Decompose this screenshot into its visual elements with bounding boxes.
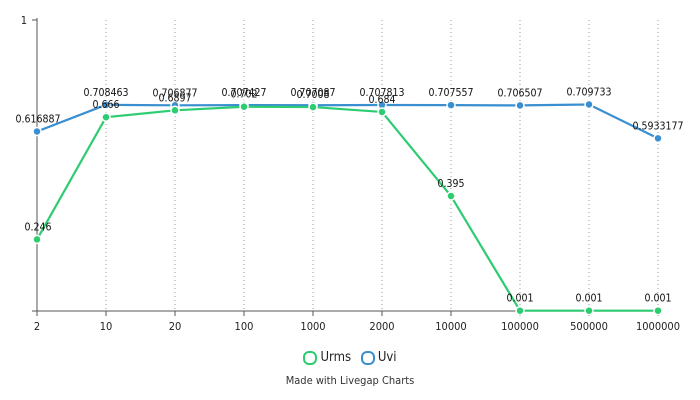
data-point-urms (584, 305, 594, 316)
data-point-uvi (101, 100, 111, 110)
x-tick-label: 10000 (435, 320, 466, 333)
axes: 1 2 10 20 100 1000 2000 10000 100000 500000 100000… (21, 14, 680, 333)
data-label-urms: 0.7008 (296, 89, 329, 101)
data-point-uvi (515, 100, 525, 111)
x-tick-label: 2 (34, 320, 40, 333)
data-label-uvi: 0.708463 (83, 87, 128, 99)
data-point-urms (653, 305, 663, 316)
series-line-urms (36, 105, 658, 312)
legend-swatch-urms (303, 350, 318, 365)
data-points (32, 99, 663, 316)
data-point-urms (446, 191, 456, 201)
data-label-uvi: 0.616887 (15, 113, 60, 125)
legend-item-urms[interactable]: Urms (303, 350, 351, 365)
legend-label-urms: Urms (320, 350, 352, 365)
data-label-uvi: 0.707813 (359, 87, 404, 99)
data-point-uvi (32, 126, 42, 137)
line-chart: 1 2 10 20 100 1000 2000 10000 100000 500000 100000… (15, 14, 683, 333)
x-tick-label: 1000000 (636, 320, 680, 333)
data-label-urms: 0.666 (92, 99, 119, 111)
data-label-urms: 0.001 (644, 293, 671, 305)
x-tick-label: 20 (169, 320, 182, 333)
data-point-urms (308, 102, 318, 112)
legend-item-uvi[interactable]: Uvi (360, 350, 397, 365)
data-point-uvi (584, 99, 594, 110)
data-point-uvi (446, 100, 456, 110)
x-tick-label: 100 (235, 320, 254, 333)
data-point-urms (170, 105, 180, 116)
series-lines (36, 103, 659, 312)
legend-swatch-uvi (360, 350, 375, 365)
y-tick-label: 1 (21, 14, 27, 27)
data-label-urms: 0.246 (24, 221, 51, 233)
legend-label-uvi: Uvi (377, 350, 397, 365)
data-label-urms: 0.395 (437, 178, 464, 190)
x-tick-label: 10 (100, 320, 113, 333)
data-label-urms: 0.001 (575, 293, 602, 305)
data-label-uvi: 0.706507 (497, 87, 542, 99)
data-label-uvi: 0.5933177 (632, 120, 683, 132)
x-tick-label: 1000 (300, 320, 325, 333)
data-point-uvi (653, 133, 663, 144)
data-point-urms (377, 107, 387, 117)
data-label-uvi: 0.709733 (566, 86, 611, 98)
data-label-uvi: 0.707087 (290, 87, 335, 99)
data-label-urms: 0.001 (506, 293, 533, 305)
data-point-urms (101, 112, 111, 122)
data-label-uvi: 0.707427 (221, 87, 266, 99)
data-labels: 0.246 0.666 0.6897 0.702 0.7008 0.684 0.395 0.0… (15, 86, 683, 304)
data-label-urms: 0.684 (368, 94, 395, 106)
legend: Urms Uvi (0, 350, 700, 369)
grid-lines (105, 20, 659, 311)
data-label-uvi: 0.706877 (152, 87, 197, 99)
footer-credit: Made with Livegap Charts (285, 374, 415, 387)
series-line-uvi (36, 103, 659, 140)
x-tick-label: 100000 (501, 320, 539, 333)
data-label-uvi: 0.707557 (428, 87, 473, 99)
data-label-urms: 0.6897 (158, 92, 191, 104)
data-point-urms (239, 101, 249, 112)
x-tick-label: 2000 (369, 320, 394, 333)
data-point-urms (515, 305, 525, 316)
x-tick-label: 500000 (570, 320, 608, 333)
data-label-urms: 0.702 (230, 89, 257, 101)
data-point-urms (32, 234, 42, 245)
